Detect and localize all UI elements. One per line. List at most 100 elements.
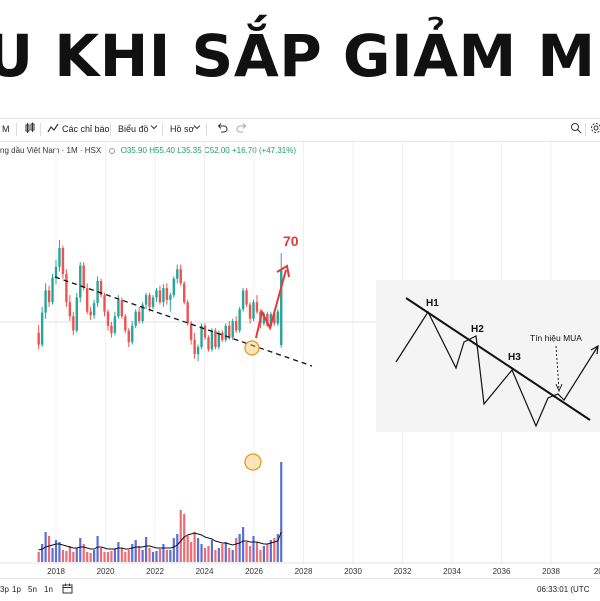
clock-label: 06:33:01 (UTC (537, 585, 589, 594)
target-arrowhead (277, 266, 289, 277)
candle-body (145, 295, 147, 304)
gear-icon[interactable] (590, 122, 600, 136)
volume-bar (162, 544, 164, 562)
candle-body (159, 290, 161, 302)
volume-bar (51, 548, 53, 562)
candle-body (65, 274, 67, 302)
candle-body (273, 314, 275, 323)
volume-bar (200, 544, 202, 562)
candle-body (55, 267, 57, 278)
chart-type-button[interactable]: Biểu đồ (118, 124, 149, 134)
candle-body (117, 300, 119, 316)
pattern-illustration: H1 H2 H3 Tín hiệu MUA (376, 280, 600, 432)
volume-bar (62, 550, 64, 562)
change-value: +16.70 (+47.31%) (232, 146, 296, 155)
candle-body (169, 295, 171, 300)
candle-body (155, 290, 157, 297)
candle-body (148, 295, 150, 307)
candle-body (76, 298, 78, 331)
x-tick-label: 2032 (394, 567, 412, 576)
volume-bar (114, 549, 116, 562)
volume-bar (159, 549, 161, 562)
indicators-icon[interactable] (47, 122, 59, 136)
volume-bar (103, 552, 105, 562)
volume-bar (245, 542, 247, 562)
chevron-down-icon[interactable] (150, 123, 158, 133)
volume-bar (69, 546, 71, 562)
candle-body (96, 281, 98, 303)
breakout-highlight (245, 341, 259, 355)
volume-bar (270, 540, 272, 562)
zoom-icon[interactable] (570, 122, 582, 136)
candle-body (259, 312, 261, 324)
volume-bar (235, 538, 237, 562)
volume-bar (194, 532, 196, 562)
range-5n[interactable]: 5n (28, 585, 37, 594)
symbol-label: ng dầu Việt Nam · 1M · HSX (0, 146, 101, 155)
candle-style-icon[interactable] (24, 122, 36, 136)
volume-ma-line (39, 532, 282, 550)
candle-body (166, 288, 168, 300)
volume-bar (48, 536, 50, 562)
profile-button[interactable]: Hồ sơ (170, 124, 194, 134)
volume-bar (207, 546, 209, 562)
indicators-button[interactable]: Các chỉ báo (62, 124, 110, 134)
volume-bar (110, 551, 112, 562)
redo-icon[interactable] (236, 122, 248, 136)
volume-bar (86, 552, 88, 562)
candle-body (173, 279, 175, 295)
volume-bar (90, 553, 92, 562)
candle-body (218, 333, 220, 347)
inset-resistance-line (406, 298, 590, 420)
candle-body (141, 305, 143, 321)
volume-bar (169, 550, 171, 562)
x-tick-label: 2020 (97, 567, 115, 576)
chart-legend: ng dầu Việt Nam · 1M · HSX O35.90 H55.40… (0, 146, 296, 155)
candle-body (228, 326, 230, 338)
volume-bar (266, 544, 268, 562)
candle-body (193, 340, 195, 354)
candle-body (107, 312, 109, 326)
volume-bar (72, 552, 74, 562)
volume-bar (214, 550, 216, 562)
candle-body (232, 321, 234, 337)
x-tick-label: 2034 (443, 567, 461, 576)
candle-body (214, 330, 216, 346)
range-1p[interactable]: 1p (12, 585, 21, 594)
volume-bar (273, 538, 275, 562)
range-3p[interactable]: 3p (0, 585, 9, 594)
candle-body (72, 316, 74, 330)
volume-bar (83, 544, 85, 562)
range-bar: 3p 1p 5n 1n 06:33:01 (UTC (0, 578, 600, 601)
volume-bar (176, 534, 178, 562)
volume-bar (232, 550, 234, 562)
x-tick-label: 2028 (295, 567, 313, 576)
range-1n[interactable]: 1n (44, 585, 53, 594)
candle-body (207, 338, 209, 350)
candle-body (221, 333, 223, 340)
calendar-icon[interactable] (62, 583, 73, 596)
candle-body (152, 298, 154, 307)
high-value: H55.40 (149, 146, 175, 155)
interval-button[interactable]: M (2, 124, 10, 134)
chevron-down-icon[interactable] (193, 123, 201, 133)
candle-body (44, 290, 46, 312)
undo-icon[interactable] (216, 122, 228, 136)
volume-bar (242, 527, 244, 562)
candle-body (183, 283, 185, 302)
volume-bar (155, 551, 157, 562)
volume-bar (124, 552, 126, 562)
volume-bar (228, 548, 230, 562)
x-tick-label: 204 (594, 567, 600, 576)
candles (37, 240, 282, 361)
open-value: O35.90 (121, 146, 147, 155)
volume-bar (277, 534, 279, 562)
candle-body (249, 305, 251, 319)
volume-bar (173, 538, 175, 562)
candle-body (41, 313, 43, 345)
volume-bar (256, 542, 258, 562)
candle-body (69, 302, 71, 316)
x-tick-label: 2036 (493, 567, 511, 576)
candle-body (86, 288, 88, 312)
candle-body (266, 314, 268, 326)
